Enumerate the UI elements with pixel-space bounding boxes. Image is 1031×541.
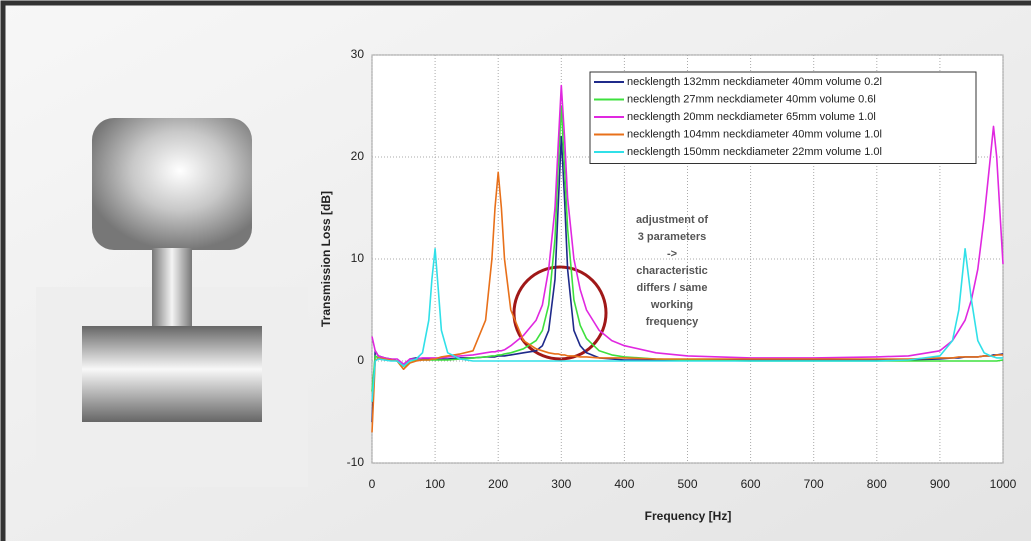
series-line [371,171,1003,433]
x-tick-label: 100 [425,477,445,491]
legend-label: necklength 150mm neckdiameter 22mm volum… [627,146,882,158]
annotation: differs / same [637,282,708,294]
legend-label: necklength 20mm neckdiameter 65mm volume… [627,111,876,123]
resonator-illustration [36,118,308,487]
legend-label: necklength 132mm neckdiameter 40mm volum… [627,76,882,88]
x-tick-label: 0 [369,477,376,491]
resonator-volume [92,118,252,250]
series-line [371,84,1004,365]
resonator-neck [152,248,192,328]
legend-box [589,71,977,164]
y-tick-label: 30 [351,47,365,61]
series-line [371,248,1003,402]
x-tick-label: 400 [614,477,634,491]
annotation: adjustment of [636,214,708,226]
y-tick-label: 10 [351,251,365,265]
annotation: frequency [646,316,699,328]
annotation: 3 parameters [638,231,707,243]
y-axis-label: Transmission Loss [dB] [319,191,333,327]
annotation: working [650,299,693,311]
x-tick-label: 1000 [990,477,1017,491]
highlight-circle [512,265,608,361]
legend-label: necklength 104mm neckdiameter 40mm volum… [627,128,882,140]
pipe [82,326,262,422]
x-tick-label: 500 [677,477,697,491]
y-tick-label: 20 [351,149,365,163]
annotation: characteristic [636,265,708,277]
x-axis-label: Frequency [Hz] [645,509,732,523]
x-tick-label: 200 [488,477,508,491]
annotation: -> [667,248,677,260]
x-tick-label: 800 [867,477,887,491]
y-tick-label: -10 [347,455,365,469]
y-tick-label: 0 [357,353,364,367]
x-tick-label: 300 [551,477,571,491]
legend-label: necklength 27mm neckdiameter 40mm volume… [627,93,876,105]
x-tick-label: 900 [930,477,950,491]
x-tick-label: 700 [804,477,824,491]
x-tick-label: 600 [741,477,761,491]
